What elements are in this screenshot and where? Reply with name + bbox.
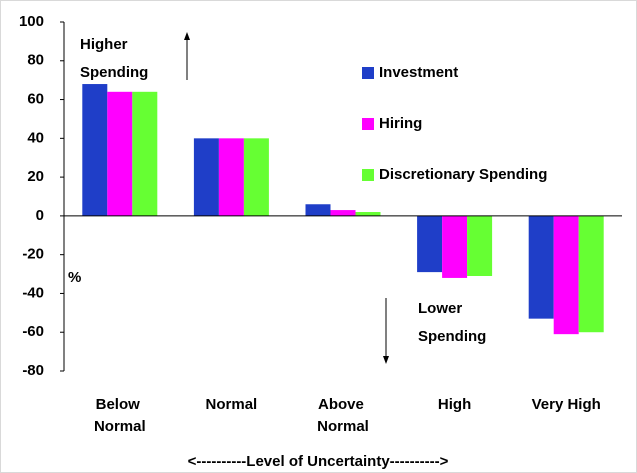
y-tick-label: 100: [19, 13, 44, 30]
bar: [355, 212, 381, 216]
arrowhead: [383, 356, 389, 364]
bar: [82, 84, 108, 216]
arrowhead: [184, 32, 190, 40]
bar: [193, 138, 219, 216]
bar: [417, 215, 443, 273]
bar: [442, 215, 468, 278]
bar: [305, 204, 331, 216]
legend-label: Hiring: [379, 115, 422, 132]
x-tick-label: Below Normal: [94, 396, 146, 435]
bar: [107, 91, 133, 216]
y-tick-label: -80: [22, 362, 44, 379]
bar: [578, 215, 604, 333]
y-tick-label: 40: [27, 129, 44, 146]
x-tick-label: Very High: [532, 396, 601, 413]
legend-label: Discretionary Spending: [379, 166, 547, 183]
y-axis-label: %: [68, 269, 81, 286]
x-tick-label: High: [438, 396, 471, 413]
annotation: Lower Spending: [418, 300, 486, 345]
y-tick-label: 80: [27, 52, 44, 69]
legend-swatch: [362, 67, 374, 79]
y-tick-label: -20: [22, 246, 44, 263]
x-tick-label: Above Normal: [317, 396, 369, 435]
x-tick-label: Normal: [206, 396, 258, 413]
legend-swatch: [362, 169, 374, 181]
bar: [243, 138, 269, 216]
bar: [132, 91, 158, 216]
bar: [528, 215, 554, 319]
x-axis-label: <----------Level of Uncertainty---------…: [188, 453, 449, 470]
bar: [218, 138, 244, 216]
y-tick-label: 60: [27, 91, 44, 108]
annotation: Higher Spending: [80, 36, 148, 81]
bar: [553, 215, 579, 335]
bar: [467, 215, 493, 276]
legend-swatch: [362, 118, 374, 130]
bar: [330, 210, 356, 216]
y-tick-label: -60: [22, 323, 44, 340]
y-tick-label: 20: [27, 168, 44, 185]
y-tick-label: 0: [36, 207, 44, 224]
y-tick-label: -40: [22, 284, 44, 301]
legend-label: Investment: [379, 64, 458, 81]
